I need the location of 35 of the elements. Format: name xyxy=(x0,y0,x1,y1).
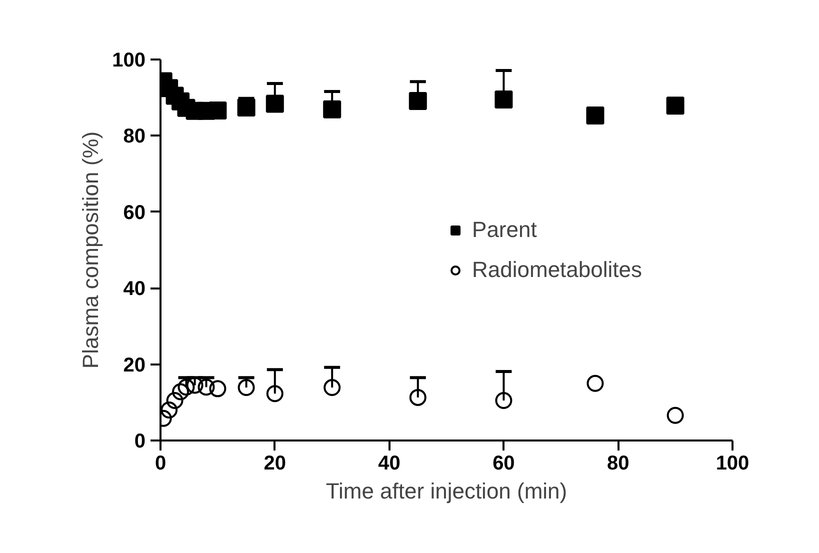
point xyxy=(166,392,184,409)
point xyxy=(324,379,341,396)
point xyxy=(666,96,684,115)
x-tick-label: 40 xyxy=(378,452,400,474)
point xyxy=(409,388,426,406)
y-tick-label: 60 xyxy=(123,202,146,224)
legend-label: Parent xyxy=(472,216,537,242)
point xyxy=(208,102,227,120)
point xyxy=(494,90,513,109)
point xyxy=(209,380,226,398)
point xyxy=(666,406,684,424)
y-tick-label: 0 xyxy=(134,430,146,452)
x-tick-label: 100 xyxy=(716,452,750,474)
point xyxy=(172,383,190,400)
y-tick-label: 100 xyxy=(112,50,146,72)
x-axis-title: Time after injection (min) xyxy=(326,478,568,504)
x-tick-label: 0 xyxy=(154,452,166,474)
point xyxy=(266,385,284,402)
point xyxy=(586,106,604,125)
x-tick-label: 60 xyxy=(492,452,515,474)
point xyxy=(237,98,256,117)
point xyxy=(238,379,255,396)
point xyxy=(323,100,342,118)
point xyxy=(160,402,178,419)
y-axis-title: Plasma composition (%) xyxy=(78,131,104,369)
point xyxy=(408,92,427,110)
y-tick-label: 80 xyxy=(123,126,146,148)
point xyxy=(266,94,284,113)
y-tick-label: 20 xyxy=(123,354,146,376)
point xyxy=(495,392,512,409)
point xyxy=(586,374,604,392)
x-tick-label: 20 xyxy=(264,452,286,474)
x-tick-label: 80 xyxy=(606,452,630,474)
legend-label: Radiometabolites xyxy=(472,256,642,282)
y-tick-label: 40 xyxy=(123,278,146,300)
